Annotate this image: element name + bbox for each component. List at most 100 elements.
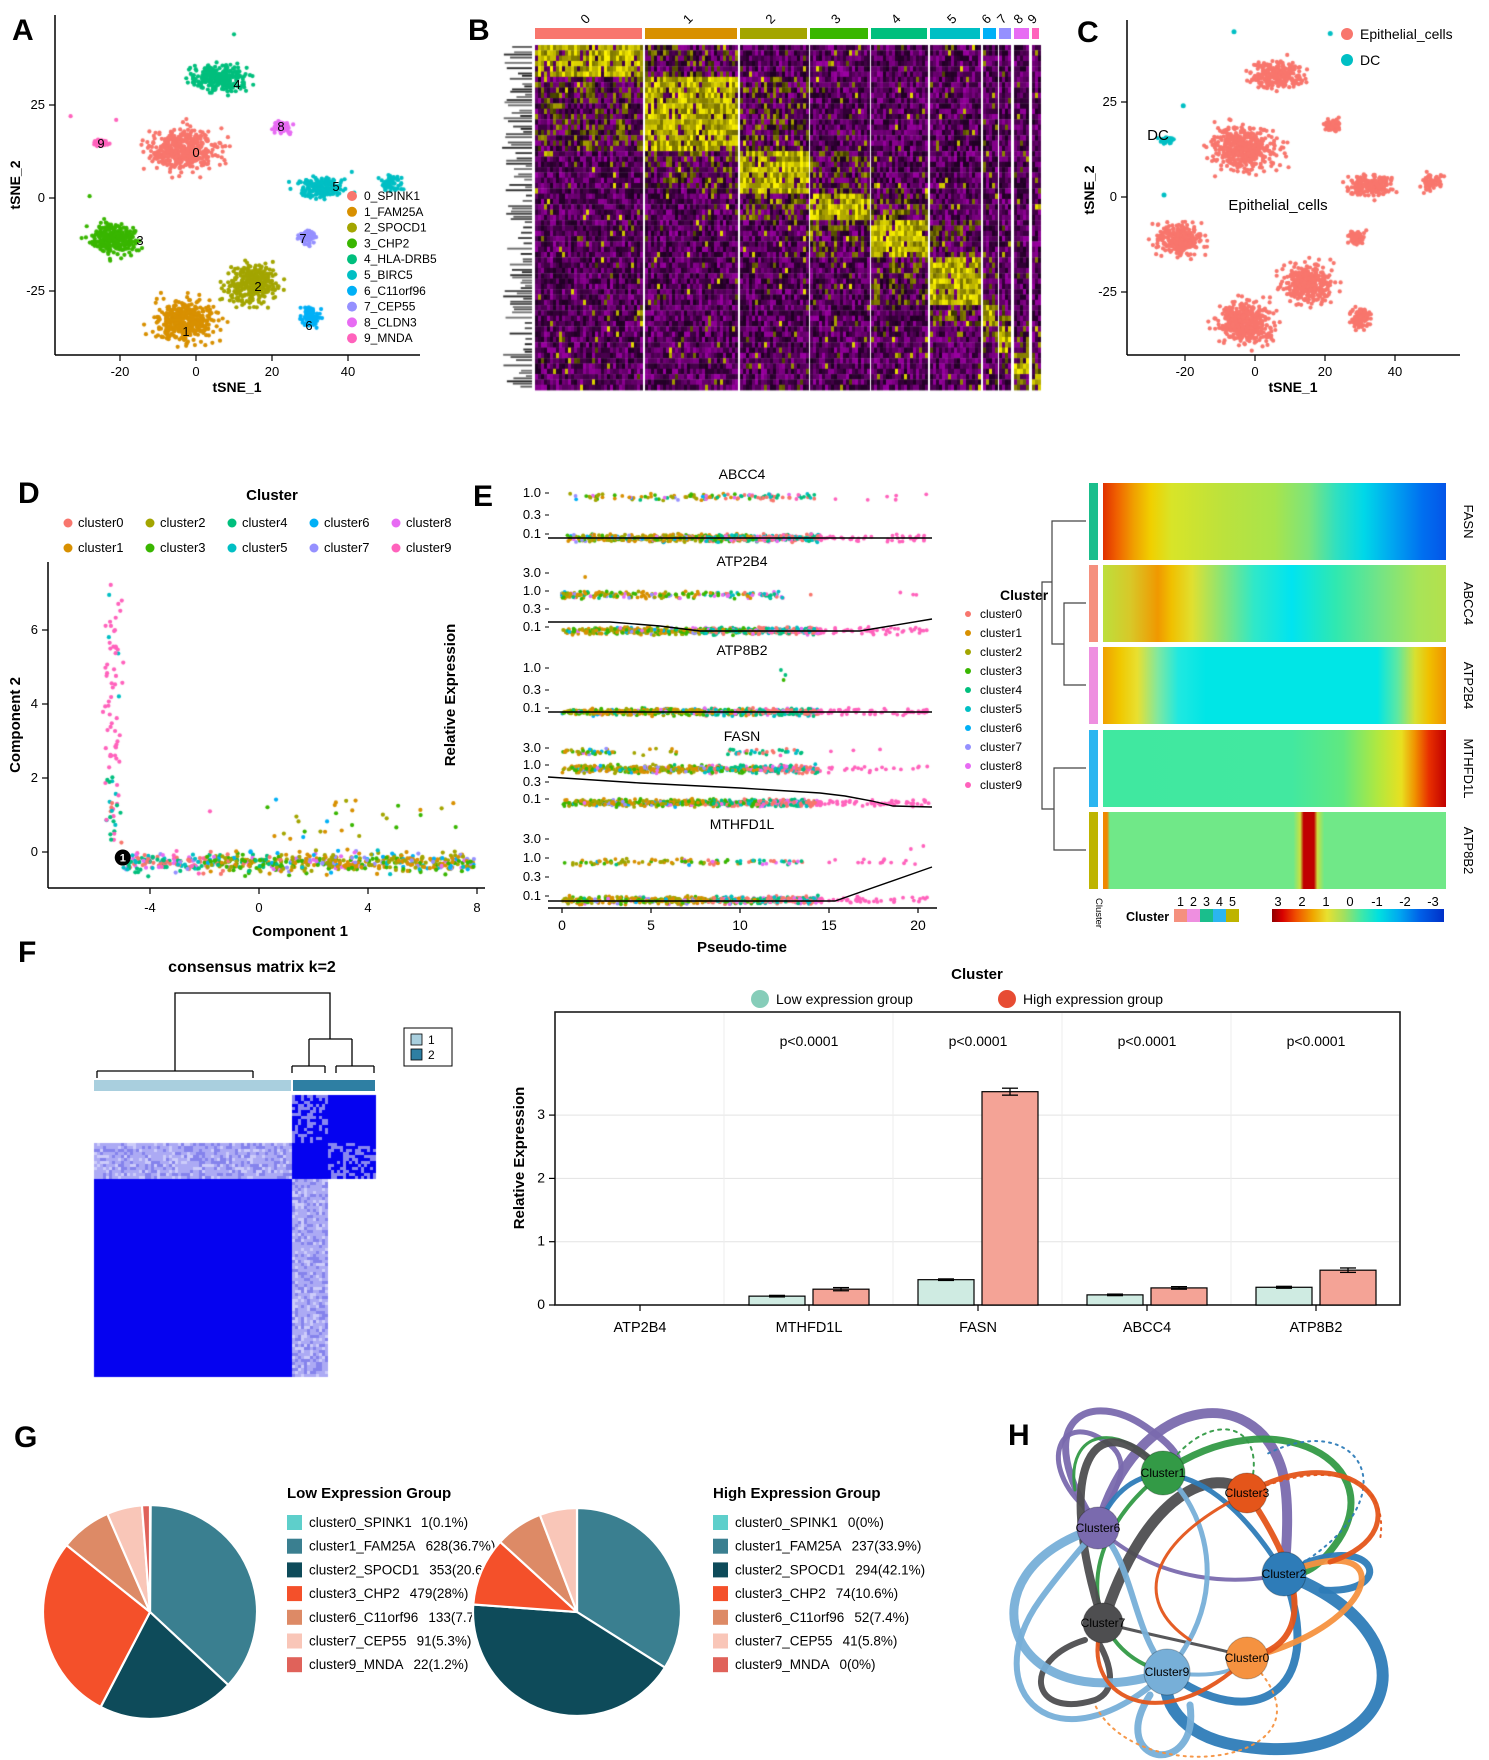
e-facet-title: ATP8B2 (716, 642, 767, 658)
a-legend-dot (347, 301, 357, 312)
e-x-tick: 5 (647, 917, 655, 933)
g-pie-legend-value: 74(10.6%) (836, 1586, 898, 1601)
f-annotation-group2 (293, 1080, 375, 1091)
e-x-axis-title: Pseudo-time (697, 939, 787, 956)
d-legend-label: cluster7 (324, 540, 370, 555)
a-legend-label: 8_CLDN3 (364, 315, 417, 329)
f-bar-y-tick: 1 (537, 1233, 545, 1249)
d-legend-label: cluster6 (324, 515, 370, 530)
b-cluster-bar (871, 28, 927, 39)
h-network-node-label: Cluster1 (1141, 1466, 1186, 1480)
d-legend-dot (227, 518, 237, 528)
a-y-tick: 25 (31, 97, 45, 112)
e-legend-dot (965, 782, 971, 788)
e-legend-dot (965, 687, 971, 693)
f-bar-legend-dot-low (751, 990, 769, 1008)
g-pie-legend-title: Low Expression Group (287, 1485, 451, 1502)
g-pie-legend-label: cluster3_CHP2 (309, 1586, 400, 1601)
g-pie-legend-label: cluster7_CEP55 (735, 1634, 833, 1649)
h-network-edge (1154, 1491, 1249, 1642)
g-pie-legend-swatch (713, 1633, 728, 1649)
e-legend-label: cluster0 (980, 607, 1022, 621)
g-pie-legend-value: 1(0.1%) (421, 1515, 468, 1530)
h-network-node-label: Cluster2 (1262, 1567, 1307, 1581)
f-bar-category: ABCC4 (1123, 1320, 1171, 1336)
g-pie-legend-label: cluster2_SPOCD1 (309, 1562, 419, 1577)
f-bar-frame (554, 1011, 1401, 1306)
h-network-node (1076, 1506, 1120, 1550)
d-x-tick: 0 (255, 900, 262, 915)
g-pie-legend-label: cluster1_FAM25A (309, 1539, 416, 1554)
e-cluster-legend-number: 5 (1229, 895, 1236, 909)
e-facet-y-tick: 0.1 (523, 526, 541, 541)
e-cluster-legend-number: 4 (1216, 895, 1223, 909)
h-network-edge (1246, 1473, 1383, 1541)
e-heatmap-row (1103, 483, 1446, 560)
panel-b-label: B (468, 14, 490, 47)
e-facet-y-tick: 3.0 (523, 565, 541, 580)
a-legend-dot (347, 222, 357, 233)
f-bar-category: MTHFD1L (776, 1320, 843, 1336)
d-legend-dot (63, 543, 73, 553)
d-y-tick: 2 (31, 770, 38, 785)
a-legend-dot (347, 317, 357, 328)
e-facet-y-tick: 1.0 (523, 583, 541, 598)
b-cluster-bar-label: 3 (828, 11, 844, 27)
h-network-edge (1159, 1568, 1389, 1756)
g-pie-legend-item: cluster7_CEP55 41(5.8%) (735, 1634, 897, 1649)
e-heatmap-row-label: FASN (1461, 505, 1476, 539)
a-cluster-number: 5 (332, 179, 339, 194)
e-legend-label: cluster5 (980, 702, 1022, 716)
a-cluster-number: 0 (192, 145, 199, 160)
b-cluster-bar-label: 8 (1010, 11, 1026, 27)
a-x-tick: 40 (341, 364, 355, 379)
g-pie-legend-swatch (713, 1586, 728, 1602)
g-pie-legend-label: cluster6_C11orf96 (735, 1610, 844, 1625)
a-legend-label: 4_HLA-DRB5 (364, 252, 437, 266)
g-pie-legend-item: cluster2_SPOCD1 353(20.6%) (309, 1562, 499, 1577)
g-pie-legend-swatch (287, 1633, 302, 1649)
e-y-axis-title: Relative Expression (442, 624, 459, 767)
d-x-tick: 4 (364, 900, 371, 915)
a-y-axis-title: tSNE_2 (7, 160, 23, 209)
g-pie-legend-item: cluster6_C11orf96 52(7.4%) (735, 1610, 909, 1625)
h-network-edge (1013, 1525, 1170, 1722)
b-cluster-bar (810, 28, 868, 39)
d-legend-label: cluster3 (160, 540, 206, 555)
f-bar-high (981, 1091, 1039, 1306)
g-pie-legend-item: cluster9_MNDA 22(1.2%) (309, 1657, 468, 1672)
f-legend-label: 2 (428, 1048, 435, 1062)
c-y-tick: -25 (1098, 284, 1117, 299)
d-legend-dot (309, 543, 319, 553)
e-heatmap-row (1103, 565, 1446, 642)
b-cluster-bar (1014, 28, 1029, 39)
a-y-tick: -25 (26, 283, 45, 298)
a-legend-label: 1_FAM25A (364, 205, 423, 219)
e-cluster-legend-swatch (1226, 909, 1239, 922)
h-network-edge (1094, 1657, 1278, 1758)
g-pie-legend-item: cluster3_CHP2 74(10.6%) (735, 1586, 898, 1601)
g-pie-legend-swatch (287, 1562, 302, 1578)
a-legend-dot (347, 238, 357, 249)
g-pie-legend-swatch (287, 1515, 302, 1530)
e-facet-title: ABCC4 (719, 466, 766, 482)
d-legend-dot (145, 518, 155, 528)
e-heatmap-row-label: ABCC4 (1461, 582, 1476, 625)
f-bar-p-label: p<0.0001 (1287, 1033, 1346, 1049)
f-matrix-title: consensus matrix k=2 (168, 959, 336, 976)
e-facet-y-tick: 3.0 (523, 831, 541, 846)
a-legend-dot (347, 285, 357, 296)
e-legend-label: cluster2 (980, 645, 1022, 659)
h-network-edge (1037, 1637, 1113, 1708)
e-trend-line (548, 618, 933, 632)
e-dendrogram (1053, 767, 1086, 851)
e-facet-title: ATP2B4 (716, 553, 767, 569)
e-legend-label: cluster6 (980, 721, 1022, 735)
c-x-tick: -20 (1176, 364, 1195, 379)
h-network-node-label: Cluster6 (1076, 1521, 1121, 1535)
e-annotation-axis-label: Cluster (1093, 898, 1104, 928)
c-y-axis-title: tSNE_2 (1081, 165, 1097, 214)
g-pie-legend-item: cluster2_SPOCD1 294(42.1%) (735, 1562, 925, 1577)
g-pie-legend-value: 41(5.8%) (843, 1634, 898, 1649)
